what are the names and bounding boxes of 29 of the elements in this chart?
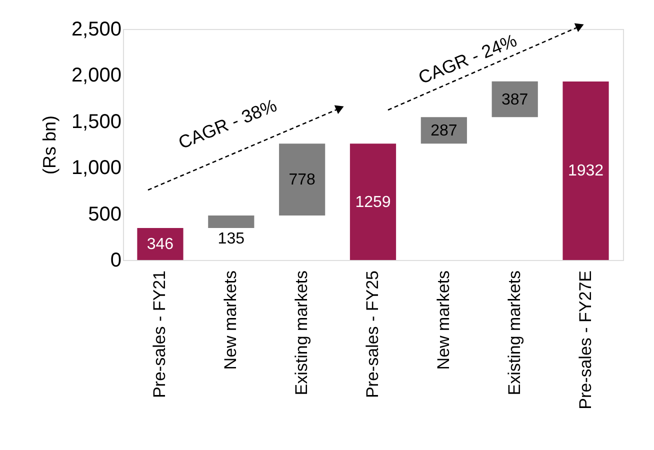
data-label: 287 <box>430 122 458 140</box>
y-tick-label: 2,000 <box>71 64 122 87</box>
y-tick-label: 0 <box>110 250 122 272</box>
y-tick-label: 1,000 <box>71 157 122 180</box>
bar <box>492 81 538 118</box>
y-tick-label: 1,500 <box>71 110 122 133</box>
bar <box>562 81 609 260</box>
x-tick-label: Pre-sales - FY25 <box>363 270 382 398</box>
bar <box>350 144 396 260</box>
bar <box>208 216 254 228</box>
data-label: 387 <box>501 91 528 108</box>
data-label: 135 <box>218 230 245 248</box>
annotation: CAGR - 24% <box>416 30 520 88</box>
x-tick-label: Existing markets <box>292 270 312 396</box>
x-tick-label: Pre-sales - FY27E <box>576 270 595 410</box>
data-label: 778 <box>288 172 316 189</box>
x-tick-label: New markets <box>221 270 240 370</box>
annotation: CAGR - 38% <box>176 95 280 153</box>
y-axis-title: (Rs bn) <box>39 115 60 175</box>
y-tick-label: 500 <box>88 203 122 226</box>
y-tick-label: 2,500 <box>71 18 122 40</box>
data-label: 1932 <box>568 162 604 180</box>
bar <box>279 144 326 216</box>
x-tick-label: Existing markets <box>504 270 524 396</box>
data-label: 1259 <box>355 194 391 211</box>
data-label: 346 <box>146 236 174 254</box>
x-tick-label: Pre-sales - FY21 <box>150 270 170 398</box>
x-tick-label: New markets <box>434 270 453 370</box>
bar <box>137 228 184 260</box>
